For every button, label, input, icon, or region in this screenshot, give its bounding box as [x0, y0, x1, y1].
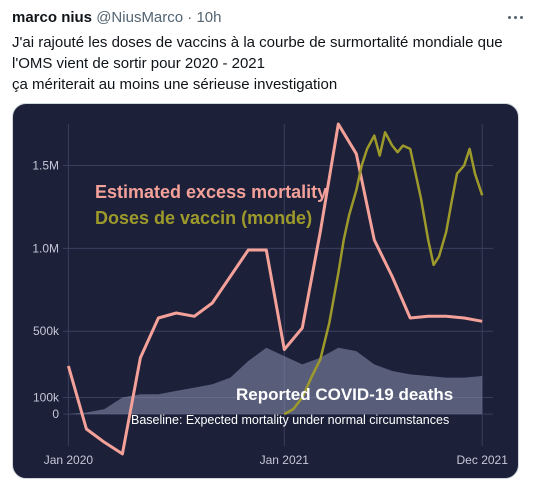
tweet-timestamp[interactable]: 10h [196, 9, 222, 26]
author-handle[interactable]: @NiusMarco [96, 9, 184, 26]
excess-mortality-label: Estimated excess mortality [95, 182, 327, 202]
tweet-text-line: ça mériterait au moins une sérieuse inve… [12, 76, 338, 93]
baseline-label: Baseline: Expected mortality under norma… [131, 413, 449, 427]
y-tick-label: 1.5M [32, 158, 59, 172]
separator-dot: · [187, 9, 193, 26]
tweet-text-line: l'OMS vient de sortir pour 2020 - 2021 [12, 55, 265, 72]
author-name[interactable]: marco nius [12, 9, 93, 26]
tweet-text-line: J'ai rajouté les doses de vaccins à la c… [12, 34, 503, 51]
more-icon[interactable] [505, 6, 527, 28]
y-tick-label: 100k [33, 391, 60, 405]
x-tick-label: Dec 2021 [457, 453, 509, 467]
tweet-header: marco nius @NiusMarco · 10h [12, 9, 531, 29]
tweet-media-image[interactable]: 1.5M 1.0M 500k 100k 0 Jan 2020 Jan 2021 Dec 202… [12, 103, 519, 479]
x-tick-label: Jan 2021 [260, 453, 310, 467]
covid-deaths-label: Reported COVID-19 deaths [236, 385, 453, 404]
y-tick-label: 1.0M [32, 241, 59, 255]
x-tick-label: Jan 2020 [44, 453, 94, 467]
vaccine-doses-line [283, 131, 484, 416]
excess-mortality-line [66, 122, 483, 456]
series-lines [66, 122, 484, 456]
tweet-text: J'ai rajouté les doses de vaccins à la c… [12, 32, 532, 95]
excess-mortality-chart: 1.5M 1.0M 500k 100k 0 Jan 2020 Jan 2021 Dec 202… [32, 122, 508, 467]
y-tick-label: 0 [52, 407, 59, 421]
vaccine-doses-label: Doses de vaccin (monde) [95, 208, 312, 228]
covid-deaths-area [68, 347, 483, 415]
axis-ticks: 1.5M 1.0M 500k 100k 0 Jan 2020 Jan 2021 Dec 202… [32, 158, 508, 467]
covid-area-layer [68, 347, 483, 415]
y-tick-label: 500k [33, 324, 60, 338]
